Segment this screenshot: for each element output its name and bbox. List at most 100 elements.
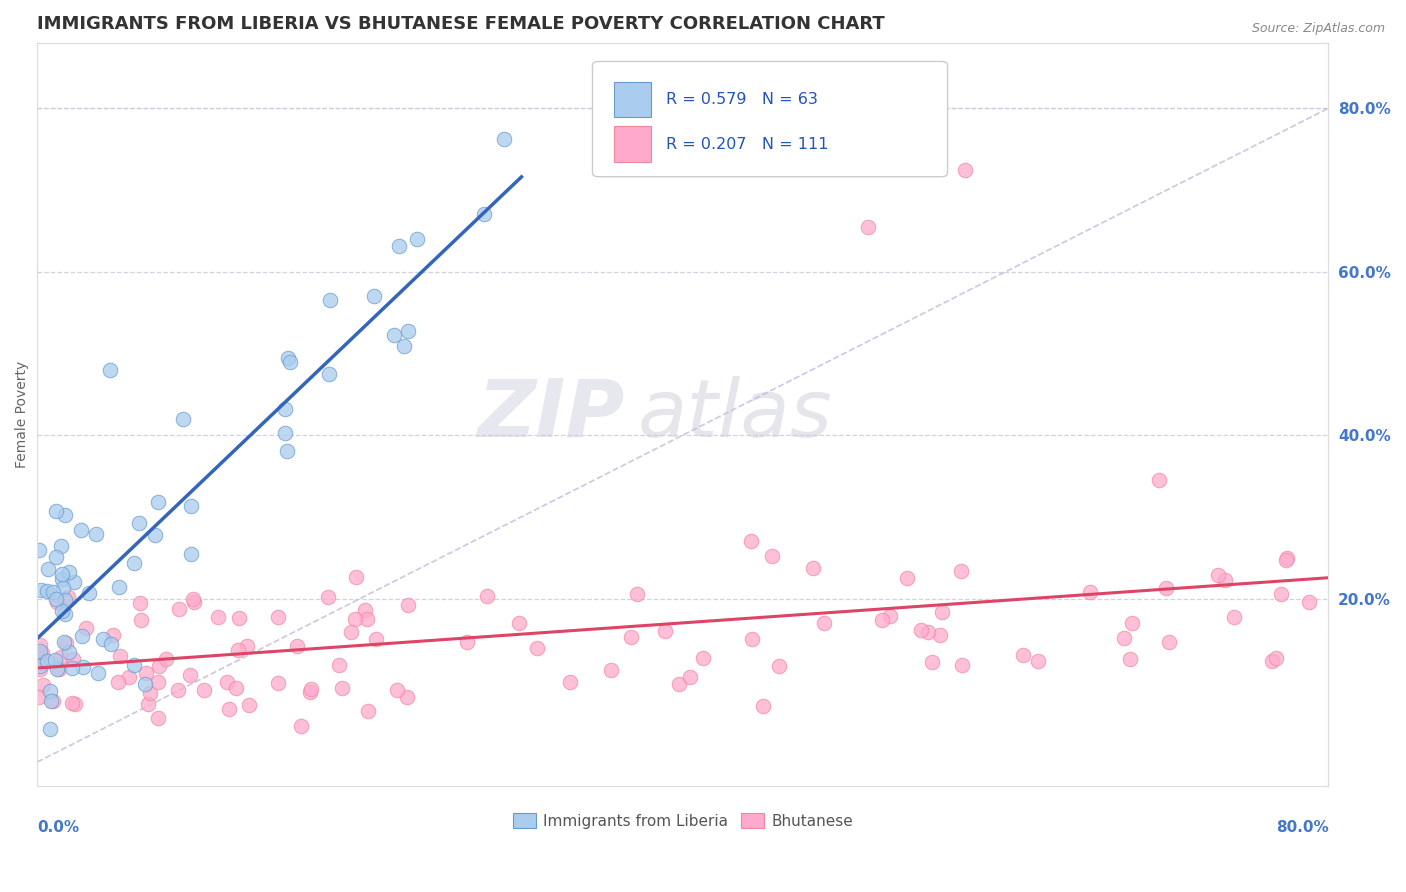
Point [508,616,530,631]
Text: IMMIGRANTS FROM LIBERIA VS BHUTANESE FEMALE POVERTY CORRELATION CHART: IMMIGRANTS FROM LIBERIA VS BHUTANESE FEM… [38,15,886,33]
Point [346,570,368,584]
Point [299,681,322,696]
Point [63,574,86,589]
Point [60,696,83,710]
Point [1206,567,1229,582]
Point [285,639,308,653]
Point [63,698,86,712]
Point [41,584,63,599]
Point [48,663,70,677]
Point [49,539,72,553]
Point [363,289,385,303]
Point [274,425,297,440]
Point [181,591,204,606]
Text: R = 0.207   N = 111: R = 0.207 N = 111 [666,136,828,152]
Point [44,653,66,667]
Point [1265,651,1288,665]
Point [122,556,145,570]
Point [238,698,260,712]
Point [30,638,52,652]
Point [180,547,202,561]
Point [1275,551,1298,566]
Point [396,324,419,338]
Point [388,239,411,253]
Point [273,401,295,416]
Point [28,651,51,665]
Point [143,528,166,542]
Point [692,650,714,665]
Point [129,596,152,610]
Point [950,564,973,578]
Point [86,527,108,541]
Point [910,623,932,637]
Point [931,605,953,619]
Point [343,612,366,626]
Legend: Immigrants from Liberia, Bhutanese: Immigrants from Liberia, Bhutanese [506,806,859,835]
Point [51,604,73,618]
Point [277,351,299,365]
Point [382,327,405,342]
Point [394,339,416,353]
Point [316,590,339,604]
Point [1078,585,1101,599]
Point [1223,609,1246,624]
Point [226,642,249,657]
Point [879,608,901,623]
Point [917,625,939,640]
Point [62,652,84,666]
Point [124,658,146,673]
Point [1261,654,1284,668]
Point [28,662,51,676]
Point [37,562,59,576]
Point [276,444,298,458]
Point [42,694,65,708]
Point [858,219,880,234]
Point [39,684,62,698]
Point [118,670,141,684]
Point [357,704,380,718]
Point [225,681,247,696]
Point [1119,652,1142,666]
Point [55,508,77,523]
Point [813,615,835,630]
Point [1298,594,1320,608]
Point [28,690,51,704]
Point [955,162,977,177]
Point [28,543,51,558]
Point [139,686,162,700]
Point [218,702,240,716]
Point [70,630,93,644]
Point [58,591,80,605]
Point [472,207,495,221]
Point [98,363,121,377]
Point [298,684,321,698]
Point [77,585,100,599]
Point [53,593,76,607]
Point [1270,587,1292,601]
Point [183,595,205,609]
Point [60,661,83,675]
Point [620,630,643,644]
Point [290,719,312,733]
Point [599,663,621,677]
Text: Source: ZipAtlas.com: Source: ZipAtlas.com [1251,22,1385,36]
Point [135,666,157,681]
Point [1213,573,1236,587]
Point [896,571,918,585]
Point [107,675,129,690]
Point [51,567,73,582]
Point [58,644,80,658]
Point [668,676,690,690]
Point [69,523,91,537]
Point [456,634,478,648]
Point [354,603,377,617]
Point [51,572,73,586]
Point [626,587,648,601]
Bar [614,126,651,161]
Point [146,711,169,725]
Point [108,648,131,663]
Point [278,354,301,368]
Point [148,495,170,509]
Point [340,625,363,640]
Point [134,677,156,691]
